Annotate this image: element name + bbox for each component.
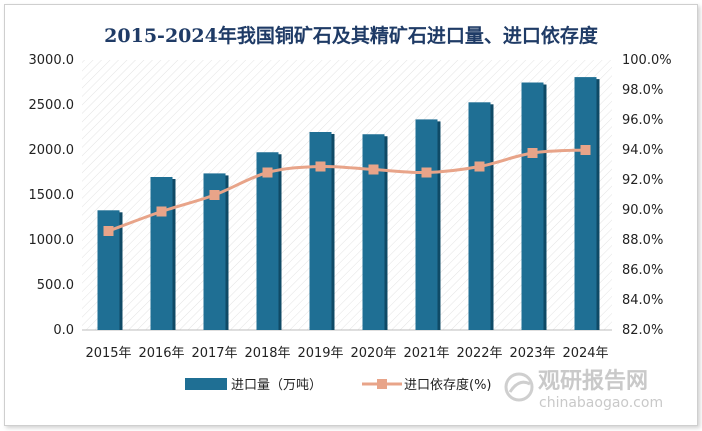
y-right-tick-label: 100.0% [622, 53, 672, 68]
y-left-tick-label: 500.0 [37, 278, 74, 293]
x-tick-label: 2015年 [85, 346, 131, 361]
y-right-tick-label: 86.0% [622, 263, 663, 278]
bar-shadow [278, 154, 282, 330]
x-tick-label: 2021年 [403, 346, 449, 361]
bar-shadow [437, 121, 441, 331]
y-left-tick-label: 2000.0 [29, 143, 75, 158]
y-right-tick-label: 88.0% [622, 233, 663, 248]
line-point-dependency-rate [421, 167, 432, 178]
bar-import-volume [256, 152, 279, 330]
bar-import-volume [203, 173, 226, 330]
line-point-dependency-rate [209, 190, 220, 200]
watermark: 观研报告网 chinabaogao.com [504, 369, 663, 411]
bar-import-volume [309, 132, 332, 330]
line-point-dependency-rate [262, 167, 273, 178]
y-right-tick-label: 92.0% [622, 173, 663, 188]
bar-import-volume [574, 77, 597, 330]
legend-swatch-bar [185, 378, 227, 390]
bar-import-volume [362, 134, 385, 330]
line-point-dependency-rate [580, 145, 591, 155]
x-tick-label: 2019年 [297, 346, 343, 361]
watermark-cn: 观研报告网 [538, 369, 648, 394]
y-left-tick-label: 3000.0 [29, 53, 75, 68]
legend-swatch-marker [377, 379, 387, 389]
line-dependency-rate [107, 148, 586, 233]
x-tick-label: 2020年 [350, 346, 396, 361]
y-right-tick-label: 90.0% [622, 203, 663, 218]
bar-shadow [596, 79, 600, 330]
chart-title: 2015-2024年我国铜矿石及其精矿石进口量、进口依存度 [104, 24, 599, 47]
bar-import-volume [150, 177, 173, 330]
line-point-dependency-rate [156, 206, 167, 217]
y-right-tick-label: 98.0% [622, 83, 663, 98]
y-left-tick-label: 2500.0 [29, 98, 75, 113]
watermark-logo-icon [504, 372, 534, 402]
line-point-dependency-rate [315, 161, 326, 172]
bar-import-volume [521, 82, 544, 330]
legend-label-import-volume: 进口量（万吨） [231, 378, 322, 393]
x-tick-label: 2022年 [456, 346, 502, 361]
y-right-tick-label: 82.0% [622, 323, 663, 338]
bar-shadow [490, 104, 494, 330]
line-point-dependency-rate [368, 164, 379, 175]
x-tick-label: 2024年 [562, 346, 608, 361]
bar-shadow [172, 179, 176, 330]
legend: 进口量（万吨） 进口依存度(%) [185, 377, 492, 393]
bar-shadow [331, 134, 335, 330]
x-tick-label: 2023年 [509, 346, 555, 361]
x-tick-label: 2017年 [191, 346, 237, 361]
y-right-tick-label: 94.0% [622, 143, 663, 158]
bar-shadow [119, 212, 123, 330]
bar-shadow [384, 136, 388, 330]
bar-import-volume [468, 102, 491, 330]
bar-import-volume [97, 210, 120, 330]
y-left-tick-label: 1500.0 [29, 188, 75, 203]
y-right-tick-label: 84.0% [622, 293, 663, 308]
bar-import-volume [415, 119, 438, 331]
legend-label-dependency-rate: 进口依存度(%) [404, 377, 492, 393]
x-tick-label: 2018年 [244, 346, 290, 361]
line-point-dependency-rate [527, 148, 538, 158]
x-tick-label: 2016年 [138, 346, 184, 361]
line-point-dependency-rate [474, 161, 485, 172]
y-left-tick-label: 1000.0 [29, 233, 75, 248]
line-point-dependency-rate [103, 226, 114, 236]
y-left-tick-label: 0.0 [53, 323, 74, 338]
bar-shadow [225, 175, 229, 330]
bar-shadow [543, 84, 547, 330]
watermark-en: chinabaogao.com [539, 395, 663, 411]
y-right-tick-label: 96.0% [622, 113, 663, 128]
